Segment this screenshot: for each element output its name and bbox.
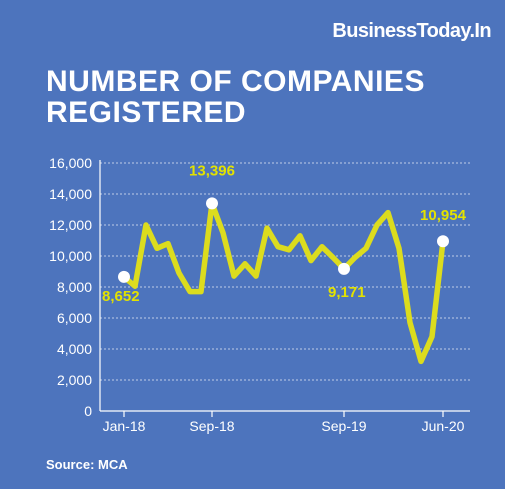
y-tick-label: 8,000 <box>57 279 92 295</box>
y-tick-label: 12,000 <box>49 217 92 233</box>
data-label: 10,954 <box>420 207 467 224</box>
y-tick-label: 6,000 <box>57 310 92 326</box>
y-tick-label: 14,000 <box>49 186 92 202</box>
x-tick-label: Jan-18 <box>103 418 146 434</box>
x-tick-label: Jun-20 <box>422 418 465 434</box>
brand-logo: BusinessToday.In <box>332 20 491 42</box>
x-tick-label: Sep-19 <box>321 418 366 434</box>
data-label: 9,171 <box>328 284 366 301</box>
highlight-marker <box>206 197 218 210</box>
y-tick-label: 10,000 <box>49 248 92 264</box>
y-tick-label: 16,000 <box>49 155 92 171</box>
y-tick-label: 2,000 <box>57 372 92 388</box>
chart-title: NUMBER OF COMPANIES REGISTERED <box>46 65 425 129</box>
highlight-marker <box>437 235 449 248</box>
y-tick-label: 0 <box>84 403 92 419</box>
x-tick-label: Sep-18 <box>189 418 234 434</box>
data-label: 8,652 <box>102 288 140 305</box>
highlight-marker <box>338 262 350 275</box>
source-note: Source: MCA <box>46 457 128 472</box>
data-label: 13,396 <box>189 162 235 179</box>
highlight-marker <box>118 270 130 283</box>
y-tick-label: 4,000 <box>57 341 92 357</box>
series-line <box>121 200 446 365</box>
